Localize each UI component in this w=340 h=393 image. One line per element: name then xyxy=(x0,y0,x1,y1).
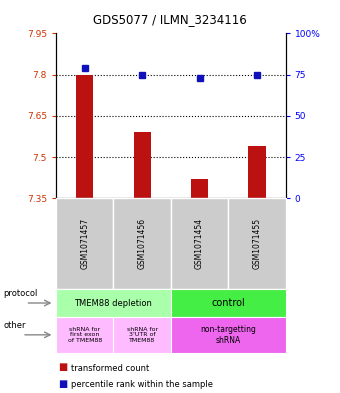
Text: GSM1071456: GSM1071456 xyxy=(138,218,147,269)
Text: control: control xyxy=(211,298,245,308)
Text: other: other xyxy=(3,321,26,330)
Text: percentile rank within the sample: percentile rank within the sample xyxy=(71,380,214,389)
Text: non-targetting
shRNA: non-targetting shRNA xyxy=(200,325,256,345)
Text: protocol: protocol xyxy=(3,289,38,298)
Text: GSM1071454: GSM1071454 xyxy=(195,218,204,269)
Text: ■: ■ xyxy=(58,362,67,372)
Text: GSM1071455: GSM1071455 xyxy=(252,218,261,269)
Bar xyxy=(134,132,151,198)
Text: GDS5077 / ILMN_3234116: GDS5077 / ILMN_3234116 xyxy=(93,13,247,26)
Text: shRNA for
3'UTR of
TMEM88: shRNA for 3'UTR of TMEM88 xyxy=(126,327,158,343)
Text: ■: ■ xyxy=(58,379,67,389)
Text: transformed count: transformed count xyxy=(71,364,150,373)
Text: shRNA for
first exon
of TMEM88: shRNA for first exon of TMEM88 xyxy=(68,327,102,343)
Text: TMEM88 depletion: TMEM88 depletion xyxy=(74,299,152,307)
Text: GSM1071457: GSM1071457 xyxy=(80,218,89,269)
Bar xyxy=(191,179,208,198)
Bar xyxy=(248,146,266,198)
Bar xyxy=(76,75,94,198)
